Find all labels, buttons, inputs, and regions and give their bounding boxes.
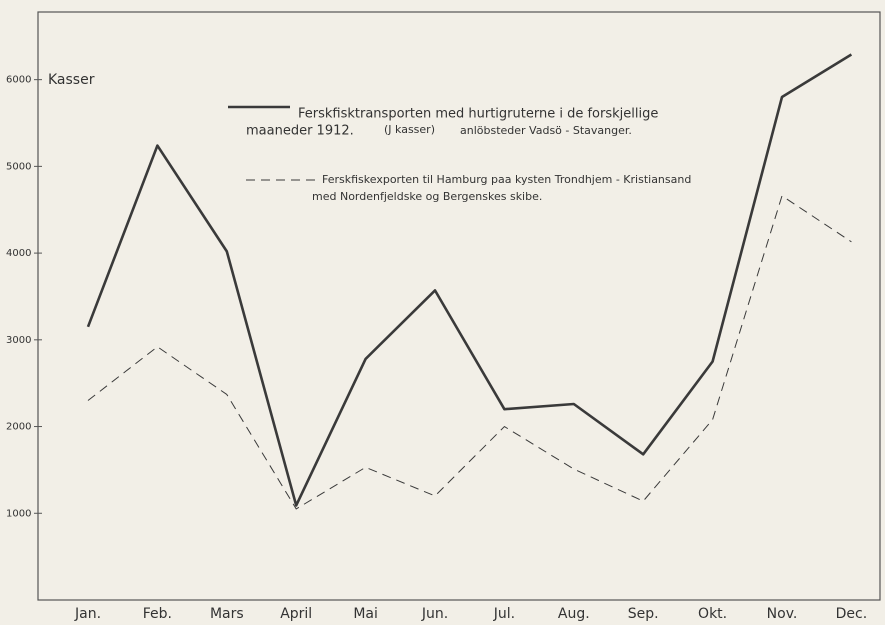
legend-note: (J kasser) [384,123,435,136]
legend-label: Ferskfisktransporten med hurtigruterne i… [298,107,658,122]
legend-label: Ferskfiskexporten til Hamburg paa kysten… [322,173,691,186]
x-tick-label: Feb. [143,606,172,622]
plot-frame [37,11,881,601]
x-tick-label: Jul. [493,606,515,622]
y-tick-label: 4000 [6,248,31,259]
y-tick-label: 3000 [6,335,31,346]
y-tick-label: 5000 [6,161,31,172]
x-tick-label: Aug. [558,606,590,622]
y-tick-label: 6000 [6,75,31,86]
x-tick-label: Sep. [628,606,659,622]
x-tick-label: Nov. [767,606,798,622]
line-series [86,53,853,507]
legend-note: anlöbsteder Vadsö - Stavanger. [460,124,632,137]
x-tick-label: Jun. [421,606,448,622]
legend-label: med Nordenfjeldske og Bergenskes skibe. [312,190,542,203]
y-tick-label: 1000 [6,508,31,519]
x-tick-label: Mai [353,606,378,622]
legend-label: maaneder 1912. [246,124,354,139]
x-tick-label: Dec. [836,606,868,622]
x-tick-label: April [280,606,312,622]
x-tick-label: Okt. [698,606,727,622]
line-series [87,195,852,510]
y-tick-label: 2000 [6,422,31,433]
y-axis-label: Kasser [48,72,95,88]
x-tick-label: Mars [210,606,244,622]
x-tick-label: Jan. [74,606,101,622]
